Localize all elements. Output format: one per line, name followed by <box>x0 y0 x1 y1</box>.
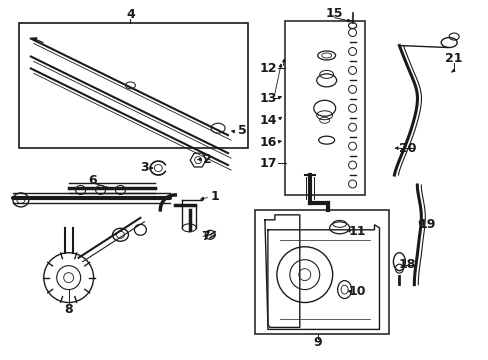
Text: 1: 1 <box>210 190 219 203</box>
Polygon shape <box>267 225 379 329</box>
Text: 2: 2 <box>203 153 211 166</box>
Text: 21: 21 <box>445 52 462 65</box>
Text: 17: 17 <box>259 157 276 170</box>
Text: 12: 12 <box>259 62 276 75</box>
Text: 16: 16 <box>259 136 276 149</box>
Text: 6: 6 <box>88 174 97 186</box>
Text: 9: 9 <box>313 336 322 349</box>
Text: 20: 20 <box>398 141 415 155</box>
Bar <box>254 210 388 334</box>
Text: 3: 3 <box>140 161 148 174</box>
Text: 10: 10 <box>348 285 366 298</box>
Text: 15: 15 <box>325 7 343 20</box>
Text: 11: 11 <box>348 225 366 238</box>
Text: 5: 5 <box>237 124 246 137</box>
Text: 18: 18 <box>398 258 415 271</box>
Bar <box>285 21 364 195</box>
Text: 13: 13 <box>259 92 276 105</box>
Text: 8: 8 <box>64 303 73 316</box>
Text: 14: 14 <box>259 114 276 127</box>
Polygon shape <box>264 215 299 328</box>
Text: 4: 4 <box>126 8 135 21</box>
Text: 19: 19 <box>418 218 435 231</box>
Text: 7: 7 <box>201 230 209 243</box>
Bar <box>19 23 247 148</box>
